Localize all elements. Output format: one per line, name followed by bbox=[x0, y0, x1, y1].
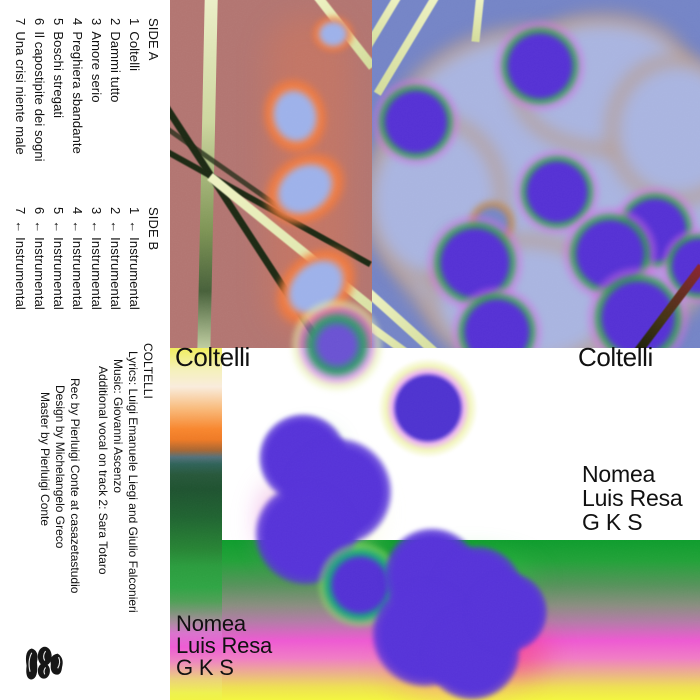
track-number: 4 bbox=[70, 207, 85, 215]
track-title: ← Instrumental bbox=[127, 220, 142, 310]
track-title: Coltelli bbox=[127, 31, 142, 72]
credit-line: Lyrics: Luigi Emanuele Liegi and Giulio … bbox=[126, 351, 140, 613]
track-row: 1 Coltelli bbox=[125, 18, 144, 162]
track-number: 6 bbox=[32, 207, 47, 215]
label-logo-icon bbox=[25, 646, 63, 680]
artist-name: G K S bbox=[176, 655, 234, 680]
track-title: ← Instrumental bbox=[89, 220, 104, 310]
artist-name: Nomea bbox=[176, 611, 246, 636]
track-title: Dammi tutto bbox=[108, 31, 123, 103]
track-number: 3 bbox=[89, 207, 104, 215]
track-row: 4 ← Instrumental bbox=[68, 207, 87, 310]
pink-panel bbox=[170, 0, 372, 348]
track-number: 2 bbox=[108, 18, 123, 26]
artist-list-bottom: Nomea Luis Resa G K S bbox=[176, 613, 272, 679]
pale-ray bbox=[372, 0, 402, 52]
track-row: 6 ← Instrumental bbox=[30, 207, 49, 310]
album-name: COLTELLI bbox=[141, 343, 155, 399]
track-number: 7 bbox=[13, 18, 28, 26]
purple-orb bbox=[465, 570, 549, 654]
track-row: 3 Amore serio bbox=[87, 18, 106, 162]
track-number: 4 bbox=[70, 18, 85, 26]
track-row: 7 Una crisi niente male bbox=[11, 18, 30, 162]
artist-name: Nomea bbox=[582, 461, 656, 487]
track-number: 2 bbox=[108, 207, 123, 215]
track-row: 1 ← Instrumental bbox=[125, 207, 144, 310]
tracklist-side-b: SIDE B 1 ← Instrumental 2 ← Instrumental 3… bbox=[0, 207, 163, 310]
boundary-blob bbox=[289, 297, 385, 393]
track-title: ← Instrumental bbox=[51, 220, 66, 310]
track-title: ← Instrumental bbox=[32, 220, 47, 310]
side-a-header: SIDE A bbox=[146, 18, 161, 61]
track-number: 5 bbox=[51, 207, 66, 215]
credits-block: COLTELLI Lyrics: Luigi Emanuele Liegi an… bbox=[0, 343, 155, 613]
track-title: Una crisi niente male bbox=[13, 31, 28, 155]
track-title: ← Instrumental bbox=[108, 220, 123, 310]
title-left: Coltelli bbox=[175, 342, 250, 372]
track-title: ← Instrumental bbox=[13, 220, 28, 310]
track-number: 7 bbox=[13, 207, 28, 215]
artwork: Coltelli Coltelli Nomea Luis Resa G K S … bbox=[170, 0, 700, 700]
credit-spacer bbox=[82, 343, 95, 613]
artist-name: Luis Resa bbox=[582, 485, 683, 511]
track-row: 3 ← Instrumental bbox=[87, 207, 106, 310]
track-row: 2 ← Instrumental bbox=[106, 207, 125, 310]
track-title: Boschi stregati bbox=[51, 31, 66, 119]
track-number: 1 bbox=[127, 18, 142, 26]
track-number: 1 bbox=[127, 207, 142, 215]
track-row: 4 Preghiera sbandante bbox=[68, 18, 87, 162]
track-row: 6 Il capostipite dei sogni bbox=[30, 18, 49, 162]
side-b-header: SIDE B bbox=[146, 207, 161, 251]
credit-line: Additional vocal on track 2: Sara Totaro bbox=[96, 366, 110, 575]
blue-orange-blob bbox=[309, 13, 357, 55]
white-band-orb bbox=[378, 358, 478, 458]
credit-line: Design by Michelangelo Greco bbox=[53, 385, 67, 549]
purple-orb bbox=[492, 18, 588, 114]
credit-line: Rec by Pierluigi Conte at casazetastudio bbox=[68, 378, 82, 594]
blue-panel bbox=[372, 0, 700, 348]
artist-name: G K S bbox=[582, 509, 643, 535]
track-row: 5 ← Instrumental bbox=[49, 207, 68, 310]
track-number: 6 bbox=[32, 18, 47, 26]
track-number: 5 bbox=[51, 18, 66, 26]
tracklist-side-a: SIDE A 1 Coltelli 2 Dammi tutto 3 Amore ser… bbox=[0, 18, 163, 162]
track-number: 3 bbox=[89, 18, 104, 26]
title-right: Coltelli bbox=[578, 342, 653, 372]
artist-name: Luis Resa bbox=[176, 633, 273, 658]
track-title: ← Instrumental bbox=[70, 220, 85, 310]
credit-line: Music: Giovanni Ascenzo bbox=[111, 359, 125, 494]
track-row: 2 Dammi tutto bbox=[106, 18, 125, 162]
artist-list-right: Nomea Luis Resa G K S bbox=[582, 461, 683, 535]
track-title: Amore serio bbox=[89, 31, 104, 103]
credit-line: Master by Pierluigi Conte bbox=[38, 392, 52, 527]
track-row: 7 ← Instrumental bbox=[11, 207, 30, 310]
purple-orb bbox=[372, 76, 462, 168]
track-title: Preghiera sbandante bbox=[70, 31, 85, 154]
track-row: 5 Boschi stregati bbox=[49, 18, 68, 162]
track-title: Il capostipite dei sogni bbox=[32, 31, 47, 162]
